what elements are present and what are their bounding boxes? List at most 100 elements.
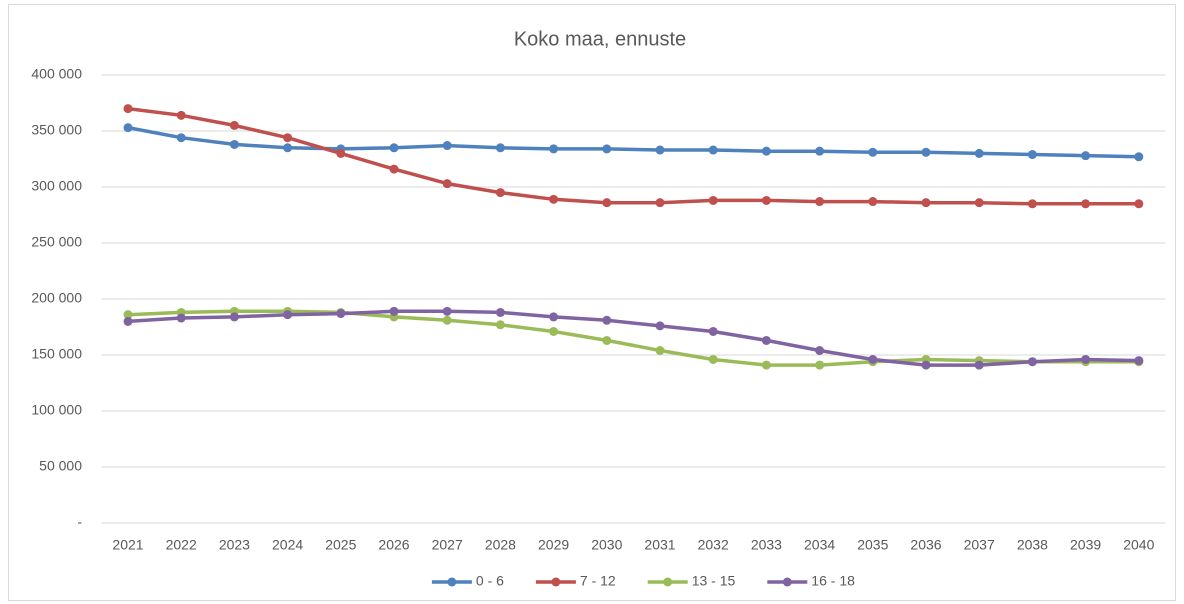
data-point (549, 326, 559, 336)
y-tick-label: 250 000 (31, 234, 82, 250)
data-point (761, 335, 771, 345)
x-tick-label: 2030 (591, 537, 622, 553)
data-point (389, 164, 399, 174)
data-point (974, 198, 984, 208)
data-point (283, 143, 293, 153)
x-tick-label: 2031 (644, 537, 675, 553)
data-point (655, 145, 665, 155)
data-point (389, 306, 399, 316)
x-tick-label: 2035 (857, 537, 888, 553)
y-tick-label: 350 000 (31, 122, 82, 138)
data-point (123, 310, 133, 320)
data-point (815, 146, 825, 156)
data-point (495, 307, 505, 317)
x-tick-label: 2033 (751, 537, 782, 553)
x-tick-label: 2039 (1070, 537, 1101, 553)
x-tick-label: 2040 (1123, 537, 1154, 553)
data-point (495, 320, 505, 330)
data-point (442, 315, 452, 325)
data-point (123, 123, 133, 133)
x-tick-label: 2038 (1017, 537, 1048, 553)
data-point (921, 198, 931, 208)
x-tick-label: 2027 (432, 537, 463, 553)
data-point (176, 313, 186, 323)
data-point (761, 146, 771, 156)
data-point (921, 360, 931, 370)
data-point (389, 143, 399, 153)
data-point (1134, 356, 1144, 366)
data-point (1134, 199, 1144, 209)
legend-label: 7 - 12 (580, 573, 616, 589)
legend-label: 16 - 18 (811, 573, 855, 589)
data-point (1134, 152, 1144, 162)
x-tick-label: 2029 (538, 537, 569, 553)
data-point (708, 326, 718, 336)
x-tick-label: 2028 (485, 537, 516, 553)
data-point (1081, 199, 1091, 209)
legend-item: 7 - 12 (535, 573, 616, 589)
legend-item: 13 - 15 (647, 573, 736, 589)
chart-frame (8, 4, 1176, 601)
data-point (1081, 151, 1091, 161)
legend-label: 0 - 6 (476, 573, 504, 589)
data-point (495, 188, 505, 198)
data-point (708, 145, 718, 155)
series-line (127, 125, 1139, 159)
data-point (761, 360, 771, 370)
data-point (549, 312, 559, 322)
data-point (283, 133, 293, 143)
data-point (602, 335, 612, 345)
data-point (602, 315, 612, 325)
y-tick-label: - (77, 514, 82, 530)
data-point (123, 316, 133, 326)
data-point (815, 197, 825, 207)
data-point (868, 197, 878, 207)
data-point (761, 195, 771, 205)
data-point (815, 360, 825, 370)
y-tick-label: 50 000 (39, 458, 82, 474)
data-point (336, 148, 346, 158)
x-tick-label: 2037 (964, 537, 995, 553)
data-point (336, 309, 346, 319)
legend-item: 16 - 18 (767, 573, 855, 589)
data-point (549, 144, 559, 154)
x-tick-label: 2023 (219, 537, 250, 553)
legend-marker (447, 577, 457, 587)
y-tick-label: 200 000 (31, 290, 82, 306)
y-tick-label: 400 000 (31, 66, 82, 82)
data-point (868, 147, 878, 157)
x-tick-label: 2034 (804, 537, 835, 553)
x-tick-label: 2024 (272, 537, 303, 553)
data-point (283, 310, 293, 320)
data-point (176, 133, 186, 143)
data-point (123, 104, 133, 114)
data-point (708, 195, 718, 205)
data-point (442, 141, 452, 151)
series-line (127, 106, 1139, 206)
data-point (442, 306, 452, 316)
legend-item: 0 - 6 (431, 573, 504, 589)
data-point (495, 143, 505, 153)
data-point (229, 312, 239, 322)
data-point (921, 147, 931, 157)
data-point (1081, 354, 1091, 364)
legend-marker (782, 577, 792, 587)
y-tick-label: 150 000 (31, 346, 82, 362)
data-point (229, 139, 239, 149)
data-point (655, 198, 665, 208)
chart-title: Koko maa, ennuste (514, 28, 686, 50)
legend-marker (663, 577, 673, 587)
data-point (868, 354, 878, 364)
data-point (602, 144, 612, 154)
y-tick-label: 300 000 (31, 178, 82, 194)
data-point (176, 110, 186, 120)
data-point (655, 346, 665, 356)
legend-label: 13 - 15 (692, 573, 736, 589)
data-point (974, 360, 984, 370)
x-tick-label: 2026 (378, 537, 409, 553)
x-tick-label: 2032 (698, 537, 729, 553)
data-point (655, 321, 665, 331)
data-point (229, 120, 239, 130)
y-tick-label: 100 000 (31, 402, 82, 418)
